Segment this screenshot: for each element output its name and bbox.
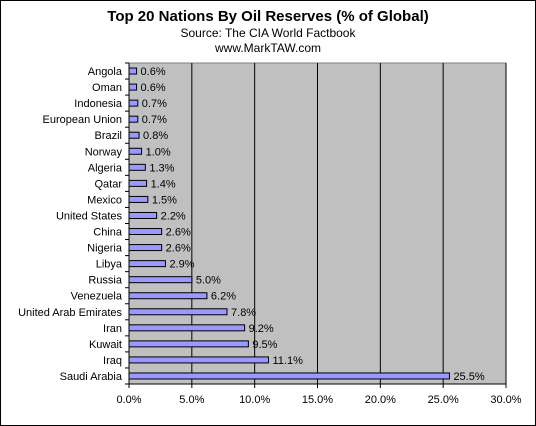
data-label: 2.9%: [169, 259, 194, 271]
chart-subtitle-site: www.MarkTAW.com: [214, 41, 321, 55]
category-label: Venezuela: [71, 291, 123, 303]
category-label: Libya: [96, 259, 123, 271]
bar: [128, 67, 138, 75]
bar: [128, 147, 143, 155]
category-label: Algeria: [88, 162, 123, 174]
category-label: Norway: [85, 146, 123, 158]
category-label: European Union: [42, 114, 122, 126]
data-label: 0.6%: [141, 82, 166, 94]
category-label: Qatar: [94, 178, 122, 190]
data-label: 2.2%: [161, 210, 186, 222]
category-label: United Arab Emirates: [18, 307, 122, 319]
category-label: Brazil: [94, 130, 122, 142]
data-label: 0.7%: [142, 98, 167, 110]
data-label: 7.8%: [231, 307, 256, 319]
bar: [128, 244, 163, 252]
axes: [125, 62, 507, 388]
chart-titles: Top 20 Nations By Oil Reserves (% of Glo…: [0, 8, 536, 56]
bar: [128, 195, 149, 203]
bar: [128, 228, 163, 236]
bar: [128, 356, 269, 364]
bar: [128, 260, 166, 268]
x-tick-label: 30.0%: [490, 394, 521, 406]
data-label: 2.6%: [166, 243, 191, 255]
x-tick-label: 15.0%: [302, 394, 333, 406]
bar: [128, 83, 138, 91]
category-label: Angola: [88, 66, 123, 78]
x-tick-label: 25.0%: [428, 394, 459, 406]
x-tick-label: 10.0%: [239, 394, 270, 406]
category-label: Nigeria: [87, 243, 123, 255]
data-label: 2.6%: [166, 227, 191, 239]
data-label: 11.1%: [272, 355, 303, 367]
bar: [128, 372, 450, 380]
chart-subtitle-source: Source: The CIA World Factbook: [180, 26, 356, 40]
labels: 0.0% 5.0% 10.0% 15.0% 20.0% 25.0% 30.0% Angola 0…: [18, 66, 522, 406]
category-label: United States: [56, 210, 123, 222]
category-label: Iran: [103, 323, 122, 335]
category-label: Mexico: [87, 194, 122, 206]
data-label: 5.0%: [196, 275, 221, 287]
data-label: 0.6%: [141, 66, 166, 78]
bar: [128, 324, 246, 332]
data-label: 25.5%: [453, 371, 484, 383]
bar: [128, 115, 139, 123]
bar: [128, 292, 208, 300]
category-label: Oman: [92, 82, 122, 94]
data-label: 0.8%: [143, 130, 168, 142]
category-label: Indonesia: [74, 98, 123, 110]
bar: [128, 163, 146, 171]
bar: [128, 211, 158, 219]
bar: [128, 99, 139, 107]
category-label: Saudi Arabia: [60, 371, 123, 383]
data-label: 6.2%: [211, 291, 236, 303]
category-label: Iraq: [103, 355, 122, 367]
bar: [128, 276, 193, 284]
data-label: 0.7%: [142, 114, 167, 126]
bar: [128, 131, 140, 139]
data-label: 1.5%: [152, 194, 177, 206]
data-label: 9.5%: [252, 339, 277, 351]
category-label: Kuwait: [89, 339, 122, 351]
data-label: 1.3%: [149, 162, 174, 174]
bar: [128, 179, 148, 187]
data-label: 9.2%: [249, 323, 274, 335]
x-tick-label: 5.0%: [179, 394, 204, 406]
data-label: 1.0%: [146, 146, 171, 158]
data-label: 1.4%: [151, 178, 176, 190]
category-label: China: [93, 227, 123, 239]
x-tick-label: 0.0%: [116, 394, 141, 406]
chart-title: Top 20 Nations By Oil Reserves (% of Glo…: [107, 8, 429, 25]
bar: [128, 340, 249, 348]
category-label: Russia: [88, 275, 123, 287]
x-tick-label: 20.0%: [365, 394, 396, 406]
bar: [128, 308, 228, 316]
